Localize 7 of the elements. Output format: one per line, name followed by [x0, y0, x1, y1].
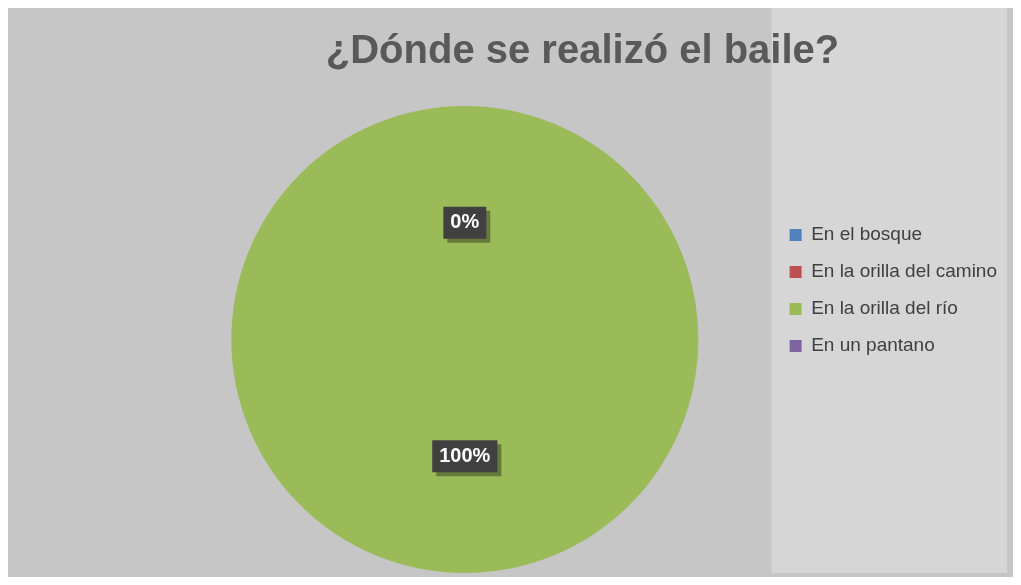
data-label: 100% [439, 443, 491, 466]
text: 0% [450, 210, 480, 233]
legend-label: En la orilla del camino [811, 260, 997, 282]
legend-label: En un pantano [811, 334, 935, 356]
text: ¿Dónde se realizó el baile? [325, 27, 840, 72]
legend-label: En el bosque [811, 223, 923, 245]
legend-label: En la orilla del río [811, 297, 958, 319]
